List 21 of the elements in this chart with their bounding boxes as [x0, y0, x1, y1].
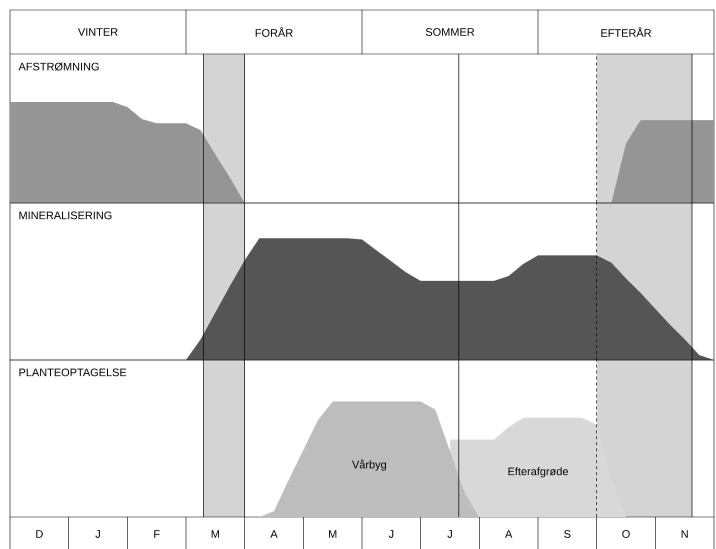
- chart-title: PLANTEOPTAGELSE: [19, 368, 126, 376]
- x-tick-label: N: [682, 530, 688, 538]
- x-tick-label: M: [212, 530, 219, 538]
- text: VINTER: [78, 28, 118, 36]
- x-tick-label: M: [329, 530, 336, 538]
- series-label: Efterafgrøde: [508, 467, 568, 478]
- x-tick-label: A: [270, 530, 278, 538]
- text: SOMMER: [426, 28, 474, 36]
- x-tick-label: F: [154, 530, 160, 538]
- x-tick-label: D: [36, 530, 43, 538]
- x-tick-label: J: [447, 530, 452, 538]
- chart-title: MINERALISERING: [19, 212, 112, 220]
- x-tick-label: O: [622, 530, 630, 538]
- x-tick-label: J: [388, 530, 394, 538]
- chart-title: AFSTRØMNING: [18, 62, 99, 71]
- text: FORÅR: [256, 27, 293, 37]
- x-tick-label: S: [564, 530, 570, 538]
- x-tick-label: A: [505, 530, 512, 538]
- text: EFTERÅR: [601, 27, 652, 37]
- x-tick-label: J: [95, 530, 100, 538]
- series-label: Vårbyg: [352, 460, 386, 471]
